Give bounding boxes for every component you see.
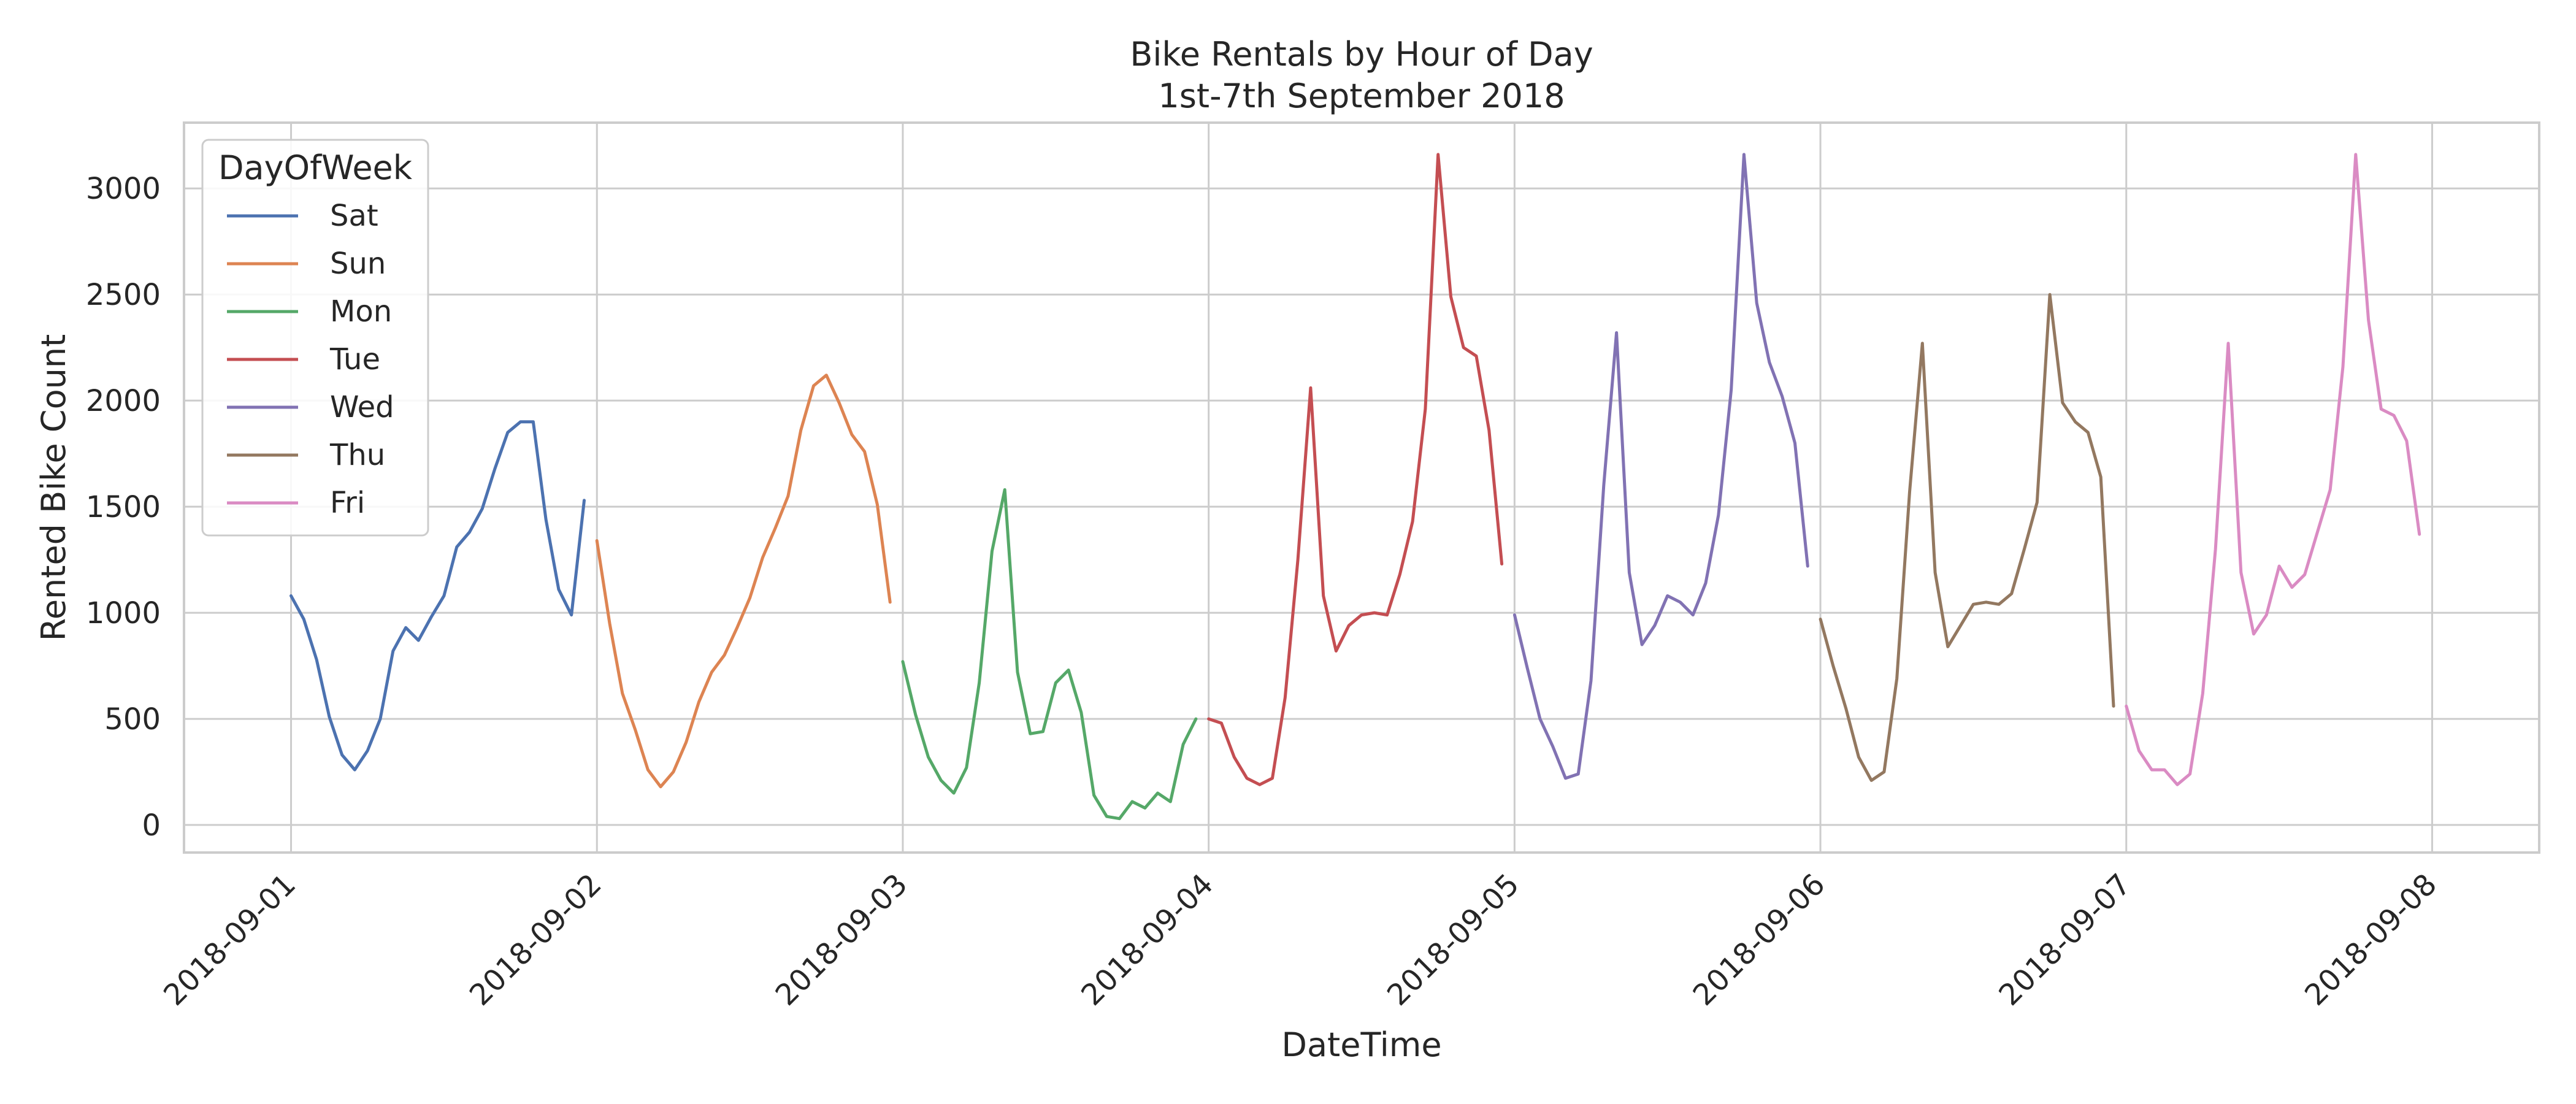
series-lines <box>289 153 2421 821</box>
series-line-sun <box>595 374 892 789</box>
legend-label-wed: Wed <box>330 390 394 424</box>
legend-label-sat: Sat <box>330 199 378 233</box>
series-line-wed <box>1512 153 1809 780</box>
y-tick-label: 500 <box>104 702 161 737</box>
legend-frame <box>201 139 429 537</box>
y-axis-ticks: 0 500 1000 1500 2000 2500 3000 <box>86 172 161 843</box>
legend-items: Sat Sun Mon Tue Wed Thu Fri <box>227 199 394 520</box>
y-tick-label: 2000 <box>86 384 161 418</box>
series-line-mon <box>901 488 1198 821</box>
y-tick-label: 2500 <box>86 278 161 312</box>
y-tick-label: 1000 <box>86 596 161 631</box>
legend-label-fri: Fri <box>330 486 365 520</box>
plot-area <box>183 121 2540 854</box>
y-tick-label: 3000 <box>86 172 161 206</box>
series-line-fri <box>2125 153 2421 786</box>
legend-label-thu: Thu <box>329 438 385 472</box>
series-line-thu <box>1819 293 2115 782</box>
chart-title: Bike Rentals by Hour of Day <box>1130 35 1593 74</box>
legend-title: DayOfWeek <box>218 148 413 187</box>
y-tick-label: 1500 <box>86 490 161 524</box>
chart-subtitle: 1st-7th September 2018 <box>1158 77 1565 115</box>
legend-label-tue: Tue <box>329 342 380 377</box>
x-axis-label: DateTime <box>1281 1025 1441 1064</box>
y-tick-label: 0 <box>142 808 161 843</box>
series-line-tue <box>1207 153 1504 786</box>
legend: DayOfWeek Sat Sun Mon Tue Wed Thu Fri <box>201 139 429 537</box>
legend-label-sun: Sun <box>330 247 386 281</box>
series-line-sat <box>289 420 586 772</box>
y-axis-label: Rented Bike Count <box>34 334 73 642</box>
legend-label-mon: Mon <box>330 294 392 329</box>
